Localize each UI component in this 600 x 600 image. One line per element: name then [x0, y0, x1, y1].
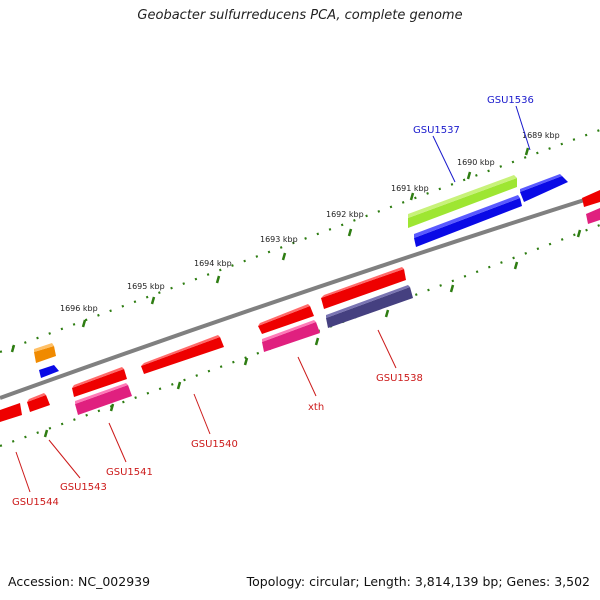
tick-label-1695: 1695 kbp: [127, 282, 165, 291]
gene-label-xth[interactable]: xth: [308, 402, 324, 413]
gene-GSU1541-red[interactable]: [72, 367, 127, 397]
gene-pink-edge[interactable]: [586, 208, 600, 224]
gene-GSU1544-red[interactable]: [0, 403, 22, 422]
major-ticks-top: [10, 147, 530, 353]
gene-GSU1541-pink[interactable]: [75, 383, 132, 415]
gene-label-GSU1538[interactable]: GSU1538: [376, 373, 423, 384]
tick-label-1689: 1689 kbp: [522, 131, 560, 140]
tick-label-1691: 1691 kbp: [391, 184, 429, 193]
gene-GSU1538-red[interactable]: [321, 267, 406, 309]
gene-orange[interactable]: [34, 343, 56, 363]
gene-GSU1538-purple[interactable]: [326, 285, 413, 328]
gene-red-edge[interactable]: [582, 190, 600, 207]
gene-GSU1540-red[interactable]: [141, 335, 224, 374]
gene-GSU1537-green[interactable]: [408, 175, 517, 228]
tick-label-1694: 1694 kbp: [194, 259, 232, 268]
gene-label-GSU1544[interactable]: GSU1544: [12, 497, 59, 508]
gene-xth-pink[interactable]: [262, 320, 320, 352]
tick-label-1690: 1690 kbp: [457, 158, 495, 167]
gene-GSU1543-red[interactable]: [27, 393, 50, 412]
gene-label-GSU1541[interactable]: GSU1541: [106, 467, 153, 478]
major-ticks-bottom: [43, 229, 582, 438]
map-title: Geobacter sulfurreducens PCA, complete g…: [137, 8, 463, 23]
gene-label-GSU1543[interactable]: GSU1543: [60, 482, 107, 493]
tick-label-1693: 1693 kbp: [260, 235, 298, 244]
gene-GSU1536-blue[interactable]: [520, 174, 568, 202]
accession-text: Accession: NC_002939: [8, 574, 151, 589]
gene-label-GSU1537[interactable]: GSU1537: [413, 125, 460, 136]
genome-summary-text: Topology: circular; Length: 3,814,139 bp…: [246, 574, 590, 589]
gene-label-GSU1536[interactable]: GSU1536: [487, 95, 534, 106]
gene-blue-2[interactable]: [414, 195, 522, 247]
genome-backbone: [0, 193, 600, 400]
gene-xth-red[interactable]: [258, 304, 314, 334]
tick-label-1692: 1692 kbp: [326, 210, 364, 219]
tick-label-1696: 1696 kbp: [60, 304, 98, 313]
top-leader-lines: [432, 105, 531, 183]
gene-blue-small[interactable]: [39, 365, 59, 378]
gene-label-GSU1540[interactable]: GSU1540: [191, 439, 238, 450]
bottom-leader-lines: [15, 329, 397, 493]
